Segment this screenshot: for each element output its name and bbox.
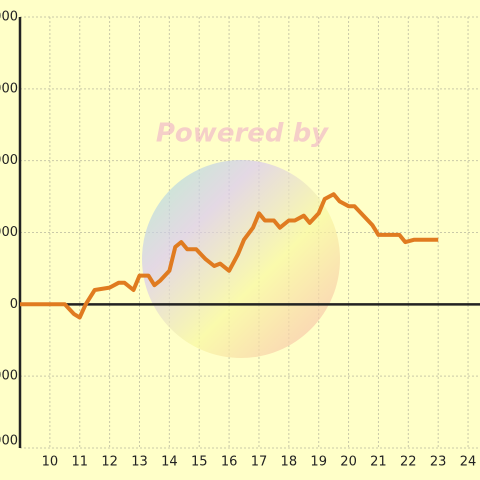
x-tick-label: 19 [310, 455, 327, 470]
y-tick-label: -3,000 [0, 369, 18, 384]
x-tick-label: 10 [42, 455, 59, 470]
x-tick-label: 24 [460, 455, 477, 470]
y-tick-label: -6,000 [0, 434, 18, 449]
y-tick-label: 12,000 [0, 10, 18, 25]
watermark-logo [142, 160, 340, 358]
x-tick-label: 13 [131, 455, 148, 470]
x-tick-label: 11 [71, 455, 88, 470]
x-tick-label: 21 [370, 455, 387, 470]
data-line [20, 192, 439, 320]
x-tick-label: 22 [400, 455, 417, 470]
x-tick-label: 17 [251, 455, 268, 470]
x-tick-label: 15 [191, 455, 208, 470]
x-tick-label: 18 [281, 455, 298, 470]
x-tick-label: 12 [101, 455, 118, 470]
y-tick-label: 9,000 [0, 81, 18, 96]
watermark: Powered by [156, 119, 329, 149]
x-tick-label: 23 [430, 455, 447, 470]
y-tick-label: 6,000 [0, 153, 18, 168]
plot: -6,000 -3,000 0 3,000 6,000 9,000 12,000 10 11 12… [0, 10, 480, 470]
x-tick-label: 14 [161, 455, 178, 470]
x-tick-label: 16 [221, 455, 238, 470]
y-tick-label: 0 [10, 297, 18, 312]
x-tick-label: 20 [340, 455, 357, 470]
y-tick-label: 3,000 [0, 225, 18, 240]
